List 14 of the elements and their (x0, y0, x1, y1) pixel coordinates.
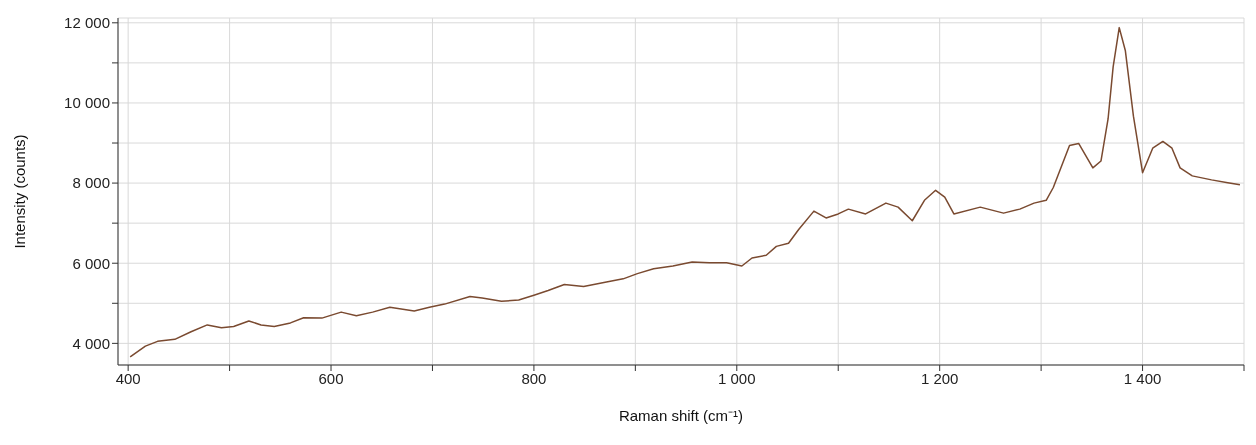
x-tick-label: 1 400 (1123, 369, 1162, 387)
x-tick-label: 400 (115, 369, 141, 387)
y-tick-label: 12 000 (64, 14, 110, 32)
x-axis-title: Raman shift (cm⁻¹) (618, 407, 744, 424)
y-tick-label: 10 000 (64, 94, 110, 112)
y-tick-label: 8 000 (72, 174, 110, 192)
y-tick-label: 4 000 (72, 334, 110, 352)
x-tick-label: 1 000 (718, 369, 756, 387)
x-tick-label: 800 (521, 369, 547, 387)
line-series (129, 26, 1241, 358)
y-axis-title: Intensity (counts) (11, 134, 29, 249)
x-tick-label: 600 (318, 369, 344, 387)
y-tick-label: 6 000 (72, 254, 110, 272)
x-tick-label: 1 200 (920, 369, 959, 387)
